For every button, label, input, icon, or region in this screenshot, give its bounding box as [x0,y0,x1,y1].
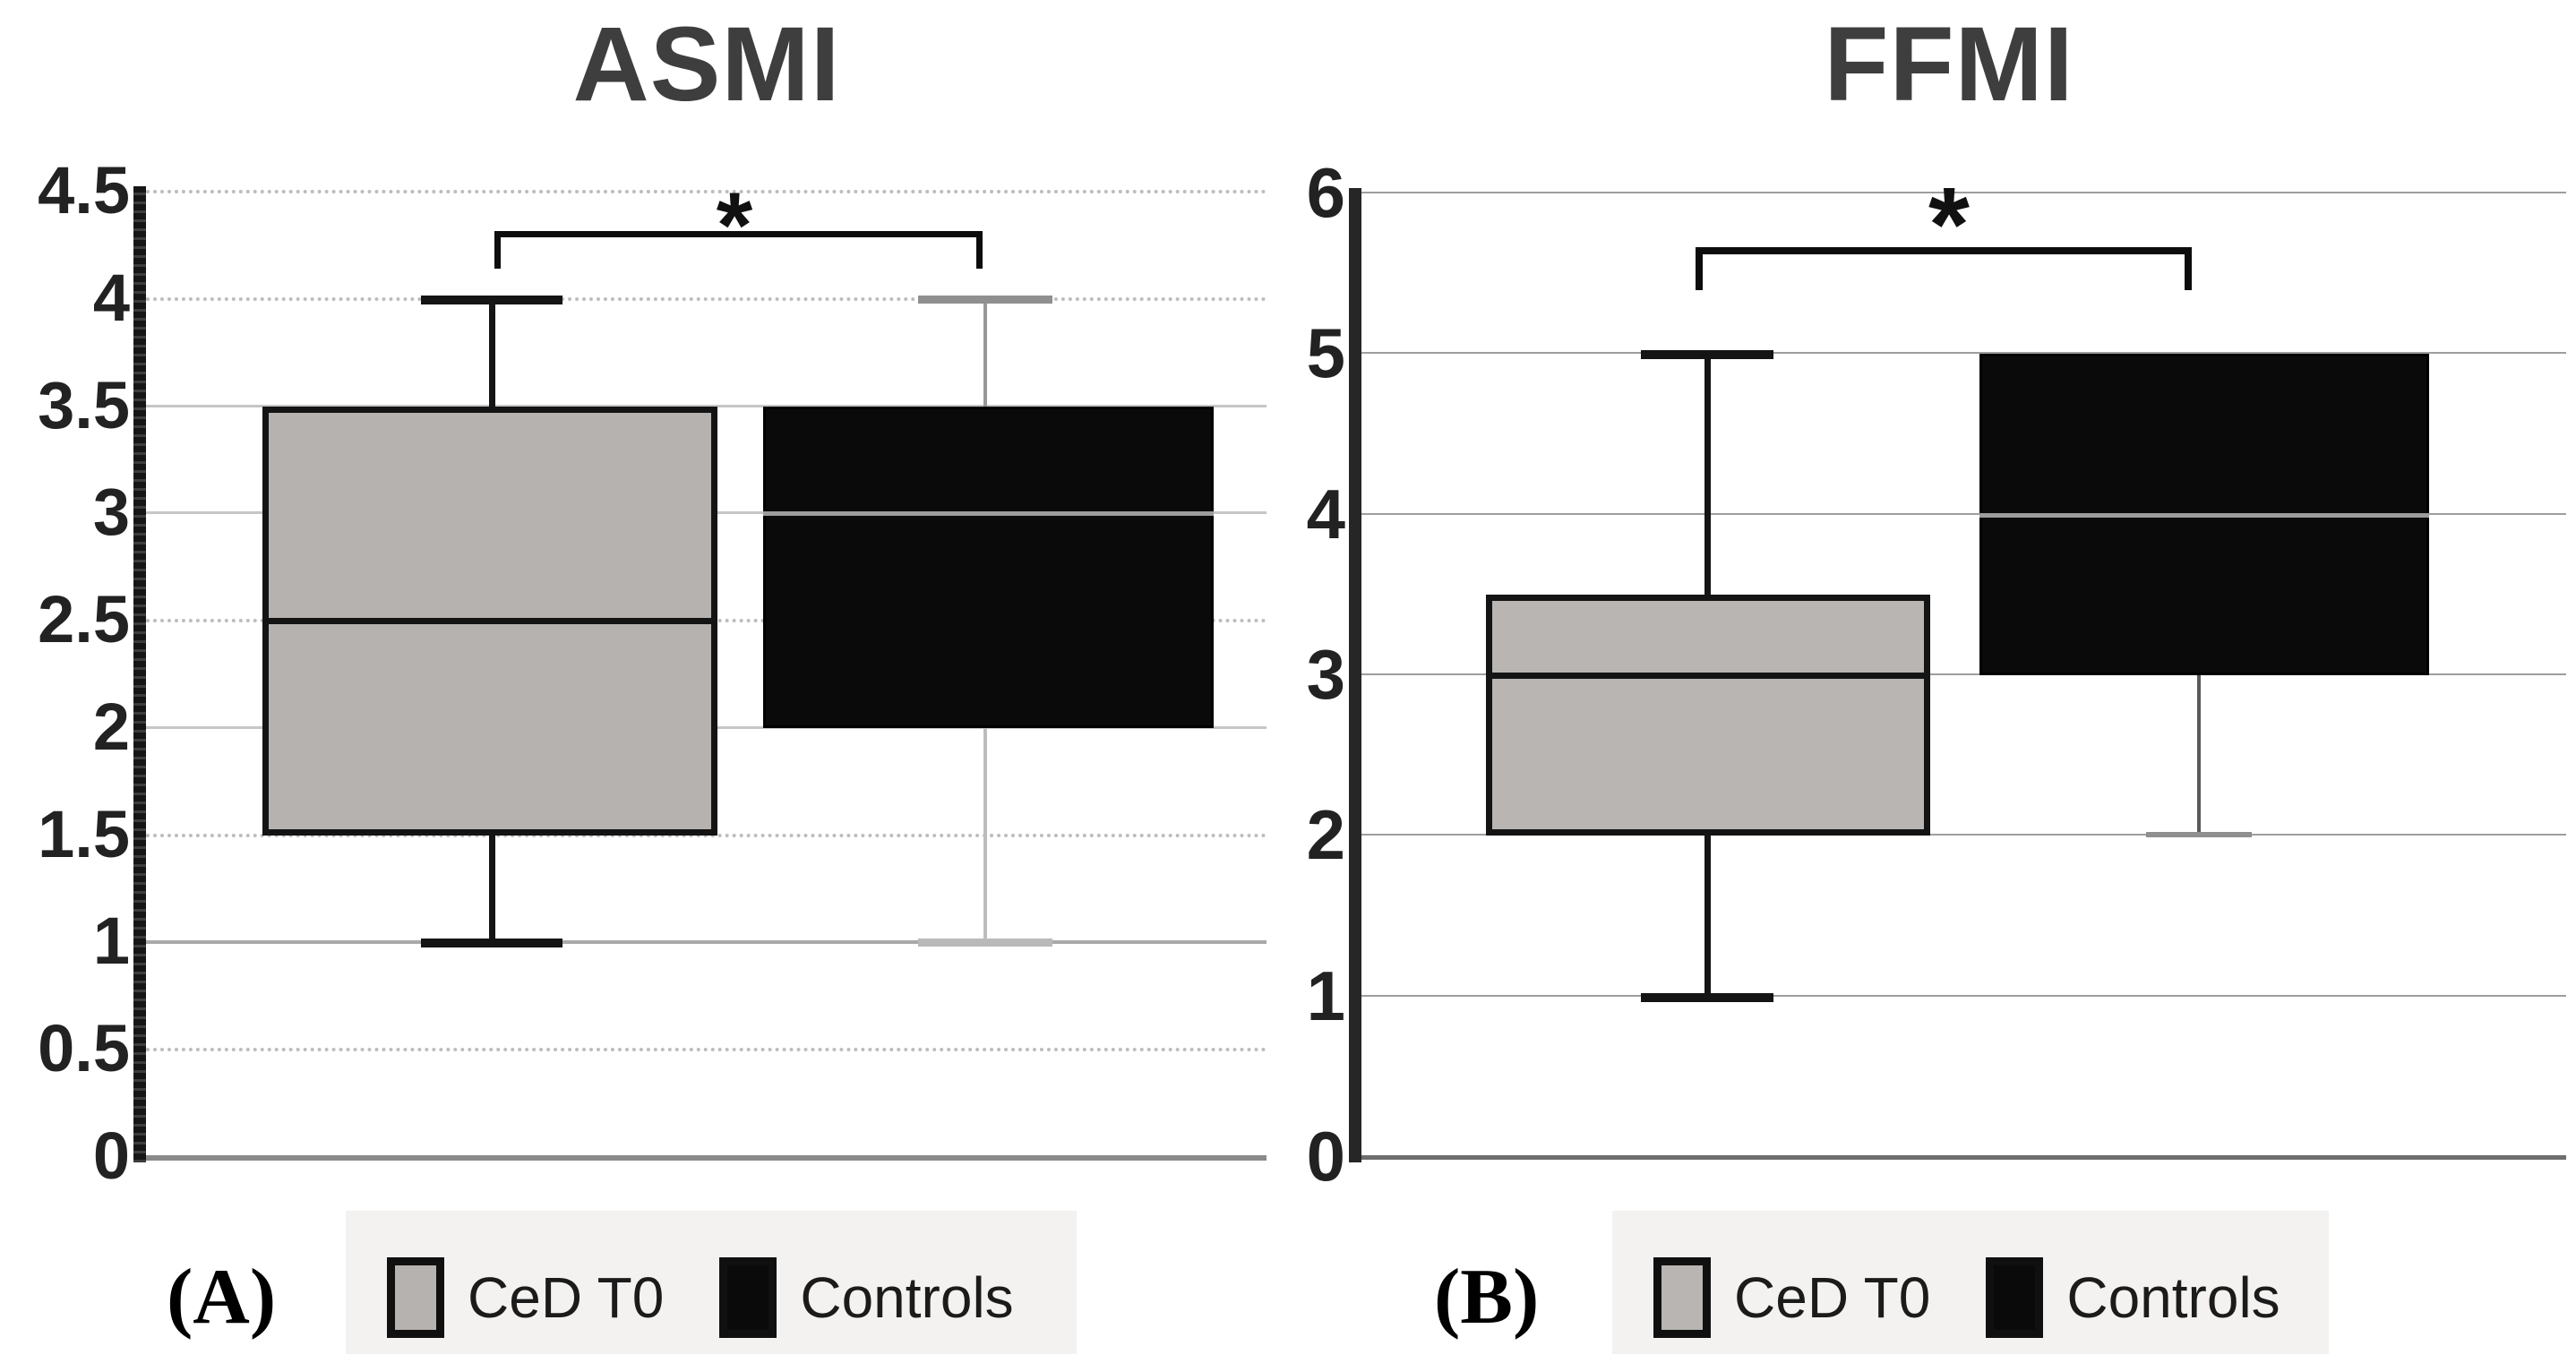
gridline-1 [146,940,1267,945]
legend-swatch-controls [719,1257,777,1338]
upper-whisker-cap-CeD T0 [1641,350,1773,360]
significance-bracket [1696,247,2192,254]
legend-swatch-controls [1986,1257,2044,1338]
median-line-CeD T0 [262,618,717,625]
lower-whisker-CeD T0 [488,835,495,943]
y-tick-label-5: 5 [1306,313,1345,393]
gridline-1.5 [146,833,1267,837]
y-tick-label-1.5: 1.5 [38,796,130,871]
gridline-3.5 [146,404,1267,407]
y-tick-label-4: 4 [1306,474,1345,553]
median-line-CeD T0 [1485,673,1930,679]
y-tick-label-4: 4 [92,260,130,335]
y-tick-label-1: 1 [1306,956,1345,1035]
legend-label-controls: Controls [800,1265,1014,1330]
y-tick-label-2: 2 [1306,795,1345,875]
legend-swatch-ced-t0 [1653,1257,1711,1338]
upper-whisker-cap-Controls [917,295,1052,304]
significance-asterisk: * [1928,166,1970,284]
gridline-3 [1361,673,2566,675]
y-tick-label-0: 0 [1306,1117,1345,1196]
lower-whisker-Controls [983,727,987,943]
median-line-Controls [763,511,1214,517]
gridline-6 [1361,192,2566,193]
median-line-Controls [1979,512,2429,518]
gridline-4 [1361,512,2566,515]
upper-whisker-CeD T0 [488,298,495,407]
y-tick-label-2: 2 [92,689,130,764]
lower-whisker-cap-CeD T0 [1641,992,1773,1002]
y-tick-label-3: 3 [1306,635,1345,714]
gridline-2 [1361,834,2566,836]
gridline-4.5 [146,190,1267,193]
legend-swatch-ced-t0 [387,1257,444,1338]
panel-label-b: (B) [1434,1254,1540,1341]
panel-label-a: (A) [167,1254,277,1341]
y-axis-line [133,186,146,1162]
y-tick-label-1: 1 [92,904,130,979]
y-tick-label-4.5: 4.5 [38,153,130,227]
upper-whisker-cap-CeD T0 [421,295,563,304]
chart-title-ffmi: FFMI [1824,5,2074,124]
y-axis-line [1349,188,1361,1162]
significance-asterisk: * [716,174,753,278]
box-Controls [763,406,1214,728]
legend-label-controls: Controls [2066,1265,2280,1330]
gridline-1 [1361,994,2566,997]
y-tick-label-0: 0 [92,1119,130,1193]
y-tick-label-6: 6 [1306,153,1345,232]
significance-bracket-drop [1696,247,1703,290]
significance-bracket-drop [494,231,501,269]
x-axis-baseline [1361,1155,2566,1160]
gridline-0.5 [146,1048,1267,1052]
significance-bracket-drop [2185,247,2192,290]
legend-asmi: CeD T0 Controls [346,1211,1077,1354]
upper-whisker-CeD T0 [1704,354,1711,596]
lower-whisker-cap-Controls [2146,832,2253,838]
y-tick-label-3: 3 [92,475,130,550]
gridline-5 [1361,352,2566,355]
lower-whisker-CeD T0 [1704,836,1711,997]
lower-whisker-Controls [2197,675,2202,836]
upper-whisker-Controls [983,298,987,407]
legend-ffmi: CeD T0 Controls [1612,1211,2329,1354]
chart-title-asmi: ASMI [572,5,841,124]
lower-whisker-cap-CeD T0 [421,939,563,948]
box-CeD T0 [1485,595,1930,836]
y-tick-label-2.5: 2.5 [38,582,130,657]
lower-whisker-cap-Controls [917,939,1052,947]
legend-label-ced-t0: CeD T0 [1734,1265,1931,1330]
y-tick-label-3.5: 3.5 [38,367,130,442]
significance-bracket [494,231,983,237]
x-axis-baseline [146,1155,1267,1161]
gridline-4 [146,296,1267,301]
y-tick-label-0.5: 0.5 [38,1011,130,1086]
legend-label-ced-t0: CeD T0 [468,1265,665,1330]
significance-bracket-drop [976,231,983,269]
